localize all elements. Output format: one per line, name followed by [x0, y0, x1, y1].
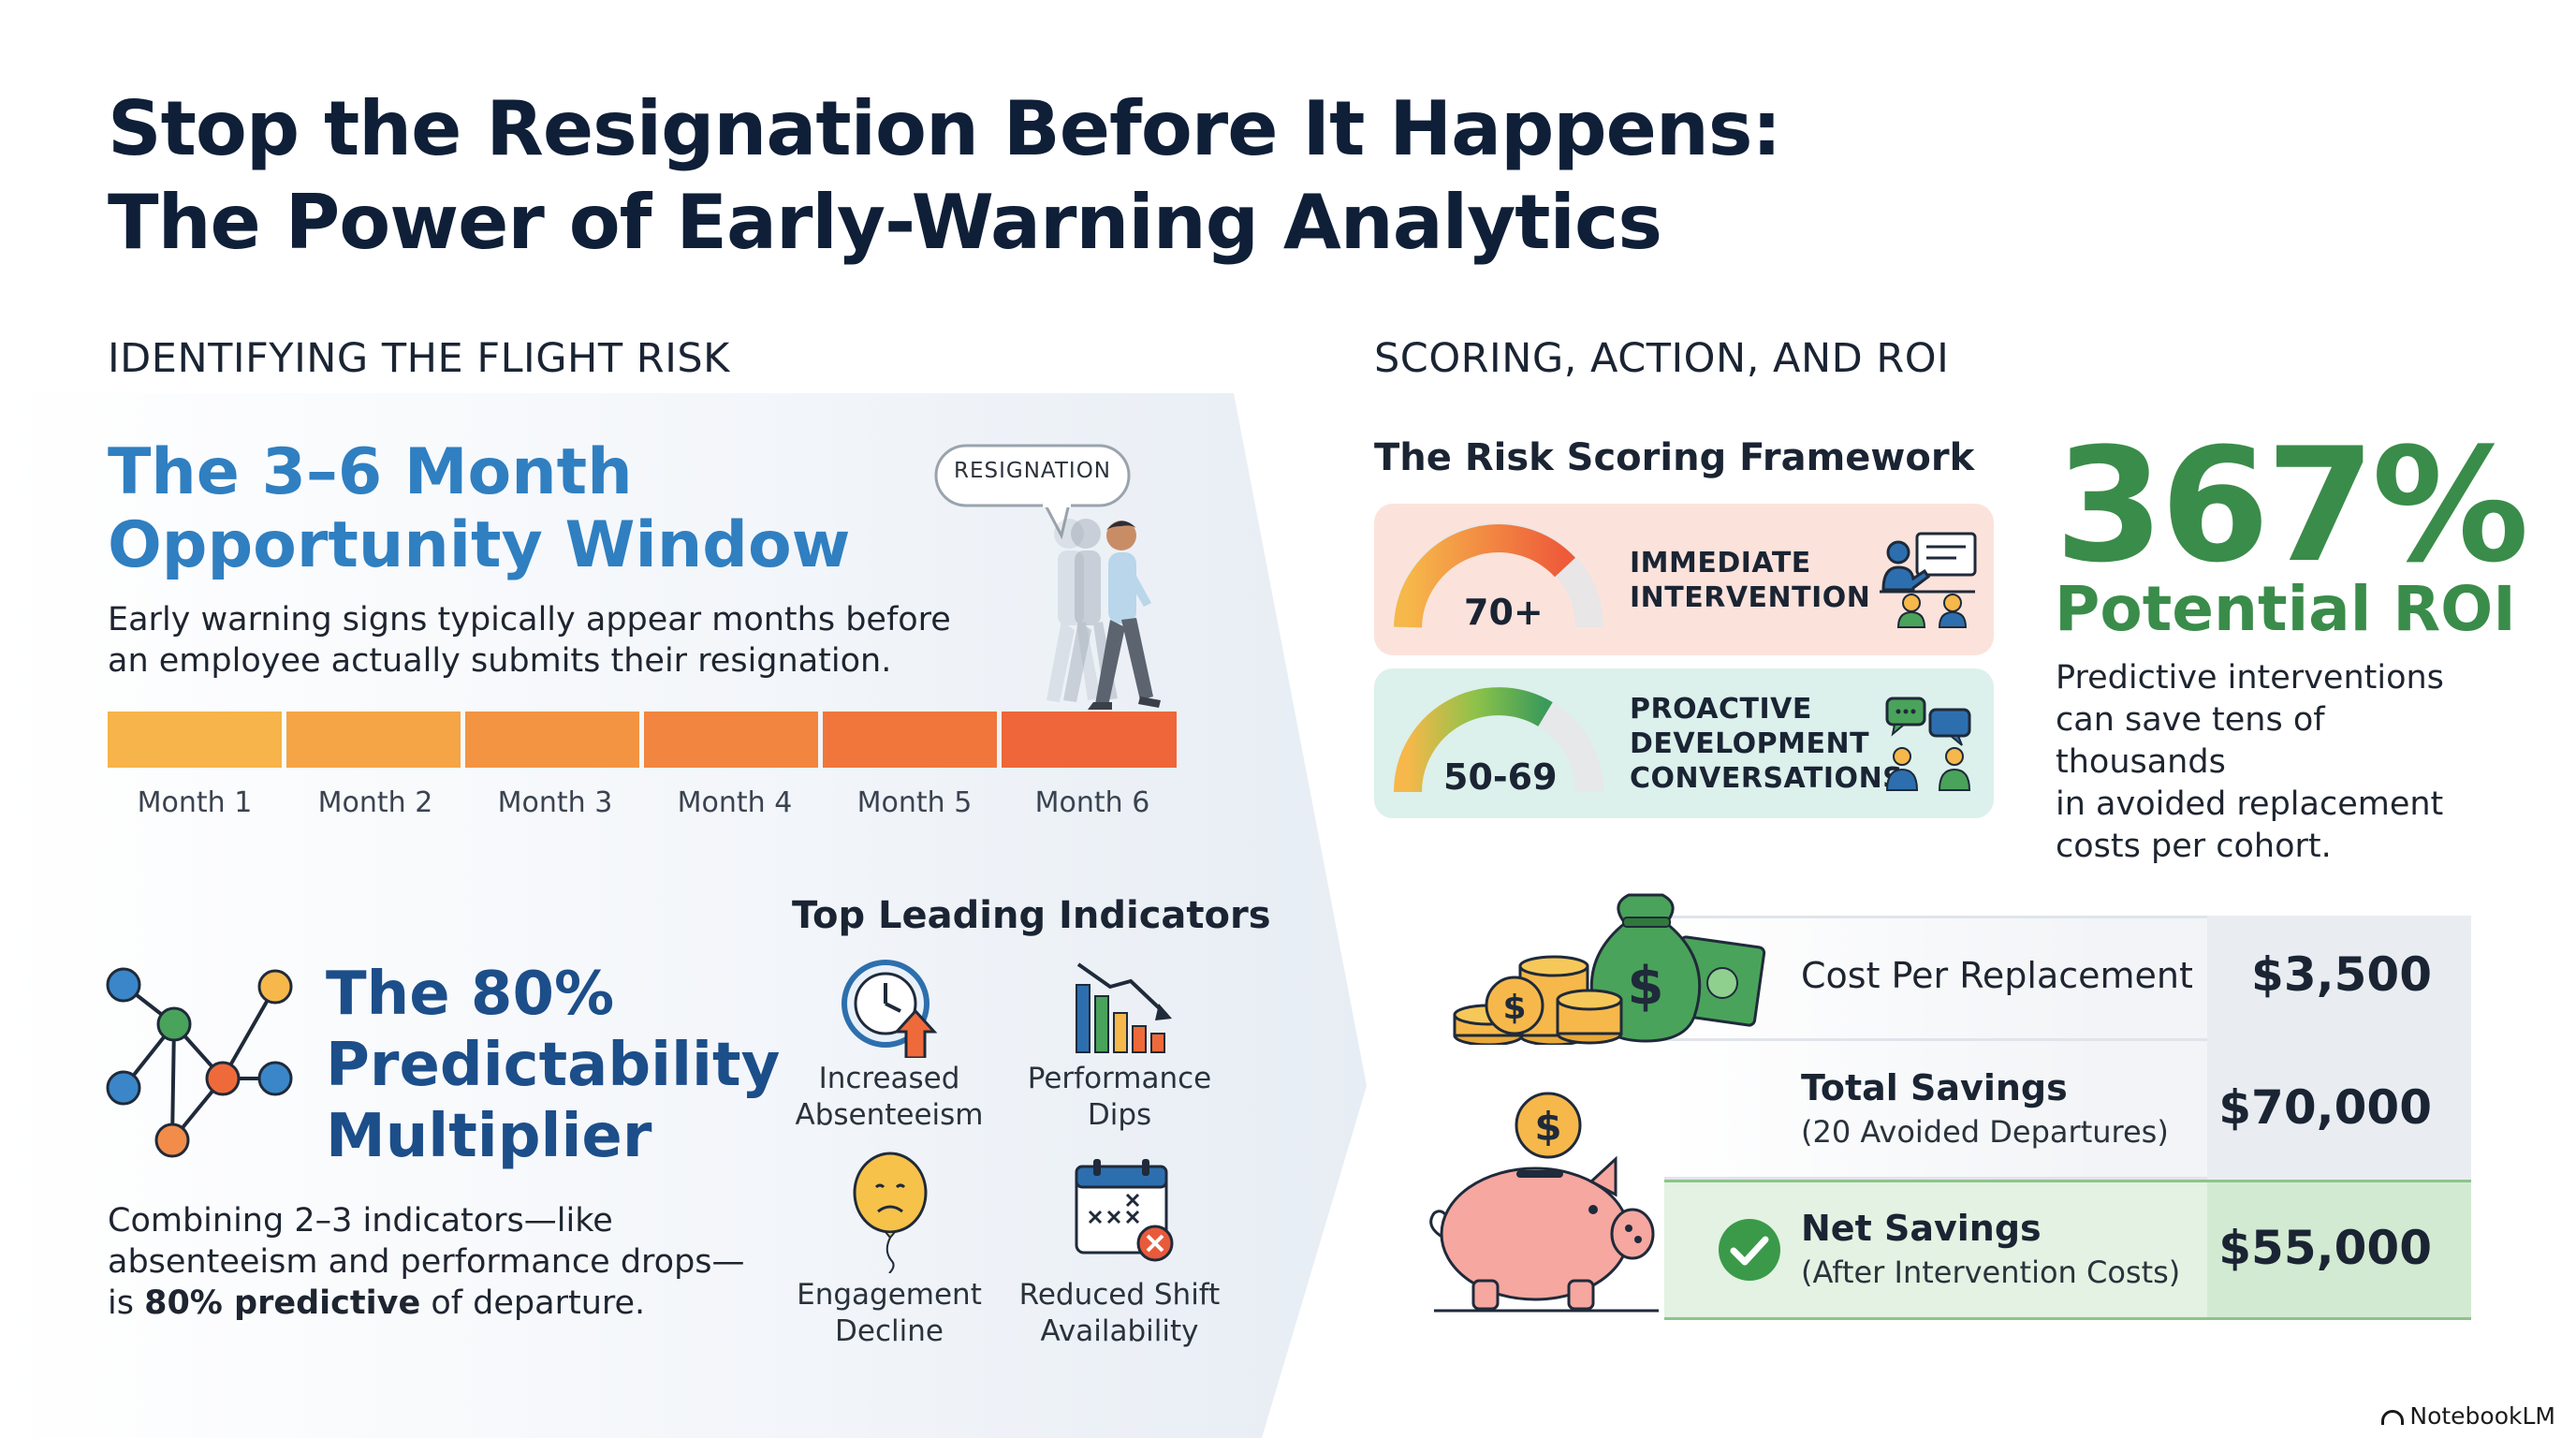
presenter-icon [1880, 532, 1977, 628]
check-circle-icon [1719, 1219, 1780, 1281]
walking-person-icon [1046, 519, 1161, 710]
cost-value-net-savings: $55,000 [2218, 1221, 2432, 1275]
month-segment-2 [286, 712, 461, 768]
indicator-label-shift-availability: Reduced Shift Availability [1018, 1278, 1221, 1348]
cost-sub-net-savings: (After Intervention Costs) [1801, 1255, 2181, 1290]
opportunity-window-description: Early warning signs typically appear mon… [108, 601, 951, 680]
network-icon [106, 967, 293, 1158]
month-label-5: Month 5 [856, 786, 973, 819]
month-label-2: Month 2 [317, 786, 433, 819]
notebook-logo-icon [2381, 1410, 2405, 1425]
sad-balloon-icon [853, 1152, 928, 1273]
roi-value: 367% [2055, 414, 2529, 597]
roi-description: Predictive interventions can save tens o… [2056, 659, 2444, 865]
month-segment-3 [465, 712, 639, 768]
month-label-3: Month 3 [497, 786, 613, 819]
notebooklm-brand: NotebookLM [2381, 1402, 2555, 1430]
piggy-bank-icon: $ [1429, 1092, 1659, 1313]
page-title: Stop the Resignation Before It Happens: … [108, 85, 1781, 266]
score-value-50-69: 50-69 [1443, 756, 1558, 798]
indicator-label-absenteeism: Increased Absenteeism [795, 1062, 984, 1132]
month-segment-1 [108, 712, 282, 768]
svg-text:$: $ [1534, 1104, 1561, 1150]
cost-label-net-savings: Net Savings [1801, 1208, 2042, 1249]
month-segment-4 [644, 712, 818, 768]
month-label-1: Month 1 [137, 786, 253, 819]
month-label-4: Month 4 [677, 786, 793, 819]
conversation-icon [1885, 697, 1971, 791]
section-heading-scoring: SCORING, ACTION, AND ROI [1374, 335, 1950, 382]
cost-value-replacement: $3,500 [2251, 947, 2432, 1002]
score-label-immediate: IMMEDIATE INTERVENTION [1630, 547, 1871, 614]
cost-value-total-savings: $70,000 [2218, 1080, 2432, 1135]
opportunity-window-title: The 3–6 Month Opportunity Window [108, 435, 851, 582]
multiplier-description: Combining 2–3 indicators—like absenteeis… [108, 1202, 745, 1322]
framework-heading: The Risk Scoring Framework [1374, 436, 1975, 479]
multiplier-title: The 80% Predictability Multiplier [326, 960, 781, 1171]
indicators-heading: Top Leading Indicators [792, 894, 1271, 937]
left-panel-background [0, 393, 1367, 1438]
cost-label-replacement: Cost Per Replacement [1801, 955, 2193, 996]
calendar-x-icon [1075, 1159, 1174, 1262]
clock-arrow-icon [842, 960, 938, 1058]
month-segment-5 [823, 712, 997, 768]
cost-label-total-savings: Total Savings [1801, 1067, 2068, 1108]
score-value-70: 70+ [1464, 592, 1544, 633]
roi-label: Potential ROI [2055, 573, 2516, 645]
cost-sub-total-savings: (20 Avoided Departures) [1801, 1114, 2169, 1150]
bar-chart-down-icon [1076, 962, 1172, 1053]
score-label-proactive: PROACTIVE DEVELOPMENT CONVERSATIONS [1630, 693, 1904, 795]
gauge-medium-icon [1394, 687, 1603, 793]
month-timeline-bar [108, 712, 1177, 768]
money-stack-icon: $ $ [1453, 893, 1766, 1045]
month-segment-6 [1002, 712, 1177, 768]
svg-text:$: $ [1502, 989, 1526, 1027]
month-label-6: Month 6 [1034, 786, 1150, 819]
section-heading-flight-risk: IDENTIFYING THE FLIGHT RISK [108, 335, 730, 382]
resignation-bubble-shape [934, 444, 1131, 540]
resignation-bubble-label: RESIGNATION [953, 459, 1111, 483]
indicator-label-engagement: Engagement Decline [797, 1278, 982, 1348]
svg-text:$: $ [1628, 956, 1664, 1017]
indicator-label-performance: Performance Dips [1027, 1062, 1212, 1132]
gauge-high-icon [1394, 522, 1603, 628]
